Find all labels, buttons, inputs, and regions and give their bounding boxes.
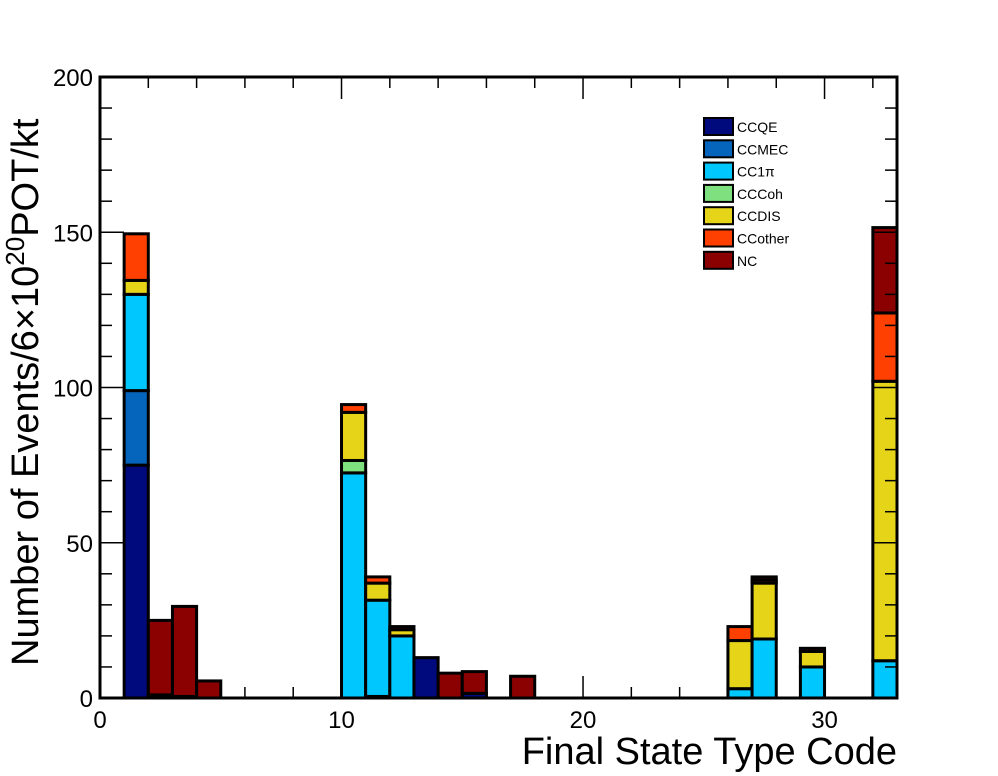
bar-segment — [750, 575, 778, 582]
bar-segment — [798, 649, 827, 669]
legend-label: CCMEC — [737, 141, 788, 157]
bar-segment — [798, 646, 827, 653]
y-axis-title: Number of Events/6×1020POT/kt — [0, 118, 47, 666]
x-tick-label: 30 — [811, 707, 838, 734]
bar-segment — [340, 458, 368, 475]
bar-segment — [726, 639, 754, 691]
bar-segment — [871, 379, 899, 663]
legend-label: CCQE — [737, 119, 777, 135]
bar-segment — [122, 232, 150, 282]
legend-label: NC — [737, 253, 757, 269]
bar-segment — [388, 634, 416, 700]
bar-segment — [364, 598, 392, 698]
legend-swatch — [703, 139, 734, 159]
bars-layer — [122, 226, 899, 700]
bar-segment — [122, 463, 150, 700]
bar-segment — [122, 278, 150, 296]
legend: CCQE CCMEC CC1π CCCoh CCDIS CCother NC — [703, 117, 789, 270]
bar-segment — [871, 226, 899, 315]
x-axis-title: Final State Type Code — [522, 731, 897, 773]
bar-segment — [364, 575, 392, 585]
bar-segment — [871, 311, 899, 383]
bar-segment — [122, 389, 150, 467]
y-tick-label: 0 — [80, 686, 93, 713]
legend-swatch — [703, 206, 734, 226]
legend-swatch — [703, 228, 734, 248]
legend-swatch — [703, 161, 734, 181]
x-tick-label: 0 — [93, 707, 106, 734]
bar-segment — [750, 637, 778, 700]
bar-segment — [340, 403, 368, 414]
y-tick-label: 200 — [53, 65, 93, 92]
bar-segment — [726, 625, 754, 643]
axes-layer: 0 10 20 30 0 50 100 150 200 — [53, 65, 899, 734]
y-tick-label: 150 — [53, 220, 93, 247]
bar-segment — [388, 625, 416, 632]
bar-segment — [364, 581, 392, 602]
bar-segment — [798, 665, 827, 700]
legend-swatch — [703, 250, 734, 270]
y-axis-title-superscript: 20 — [0, 237, 30, 266]
bar-segment — [170, 604, 199, 698]
bar-segment — [509, 674, 537, 700]
legend-swatch — [703, 117, 734, 136]
bar-segment — [412, 656, 440, 700]
legend-label: CC1π — [737, 164, 775, 180]
y-axis-title-suffix: POT/kt — [5, 118, 47, 237]
bar-segment — [436, 671, 464, 700]
x-tick-label: 10 — [328, 707, 355, 734]
legend-label: CCDIS — [737, 208, 781, 224]
y-tick-label: 100 — [53, 376, 93, 403]
y-tick-label: 50 — [66, 531, 93, 558]
legend-swatch — [703, 183, 734, 203]
bar-segment — [340, 471, 368, 700]
bar-segment — [122, 292, 150, 393]
bar-segment — [195, 679, 223, 700]
bar-segment — [146, 618, 174, 697]
bar-segment — [460, 670, 488, 695]
legend-label: CCother — [737, 231, 789, 247]
legend-label: CCCoh — [737, 186, 783, 202]
bar-segment — [750, 581, 778, 641]
bar-segment — [340, 410, 368, 462]
y-axis-title-prefix: Number of Events/6×10 — [5, 266, 47, 666]
x-tick-label: 20 — [570, 707, 597, 734]
